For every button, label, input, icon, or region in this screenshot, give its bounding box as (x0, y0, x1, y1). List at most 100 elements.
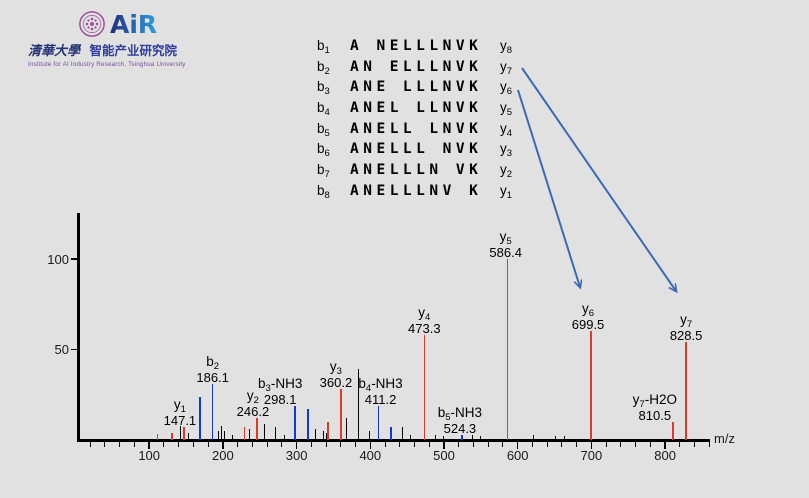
b-ion-label: b8 (317, 182, 330, 201)
peptide-sequence: ANELLLN VK (350, 162, 483, 179)
y-axis-tick-label: 100 (47, 251, 69, 267)
x-axis-tick (516, 442, 519, 449)
ion-name: b3-NH3 (258, 375, 303, 394)
spectrum-peak (327, 421, 330, 440)
x-axis-minor-tick (325, 442, 327, 447)
x-axis-title: m/z (714, 431, 735, 446)
spectrum-peak (506, 259, 509, 440)
x-axis-minor-tick (708, 442, 710, 447)
b-ion-label: b2 (317, 58, 330, 77)
spectrum-peak (264, 423, 266, 440)
air-logo: AiR 清華大學 智能产业研究院 Institute for AI Indust… (28, 9, 198, 68)
ion-name: y2 (246, 388, 259, 407)
ion-name: b2 (206, 353, 220, 372)
x-axis-tick-label: 100 (138, 448, 161, 463)
x-axis-minor-tick (104, 442, 106, 447)
fragment-row-b8: b8 ANELLLNV K y1 (317, 181, 512, 202)
ion-mz-value: 828.5 (669, 328, 703, 344)
y-ion-label: y3 (500, 141, 513, 160)
institute-name-en: Institute for AI Industry Research, Tsin… (28, 61, 186, 68)
spectrum-peak (183, 427, 185, 440)
y-axis-tick (71, 258, 77, 260)
peak-annotation: b2 186.1 (173, 353, 253, 385)
spectrum-peak (471, 434, 473, 440)
spectrum-peak (315, 429, 317, 440)
y-ion-label: y5 (500, 100, 513, 119)
spectrum-peak (211, 383, 214, 440)
x-axis-minor-tick (384, 442, 386, 447)
peak-annotation: b4-NH3 411.2 (341, 376, 421, 407)
x-axis-minor-tick (310, 442, 312, 447)
spectrum-peak (187, 432, 189, 440)
spectrum-peak (294, 405, 296, 440)
peak-annotation: b3-NH3 298.1 (240, 375, 320, 407)
x-axis-minor-tick (251, 442, 253, 447)
peak-annotation: y4 473.3 (384, 306, 464, 336)
peptide-sequence: AN ELLLNVK (350, 58, 483, 75)
ion-name: y6 (582, 301, 595, 320)
ion-name: y7-H2O (632, 391, 677, 410)
spectrum-peak (171, 432, 173, 440)
x-axis-minor-tick (237, 442, 239, 447)
spectrum-peak (274, 427, 276, 440)
x-axis-minor-tick (649, 442, 651, 447)
y-axis-tick (71, 348, 77, 351)
spectrum-peak (409, 434, 411, 440)
x-axis-minor-tick (487, 442, 489, 447)
x-axis-tick-label: 500 (433, 448, 455, 463)
spectrum-peak (248, 429, 250, 440)
peak-annotation: b5-NH3 524.3 (420, 405, 500, 436)
fragment-row-b5: b5 ANELL LNVK y4 (317, 119, 512, 140)
ion-name: y4 (418, 305, 431, 324)
x-axis-minor-tick (635, 442, 637, 447)
ion-mz-value: 411.2 (364, 391, 397, 407)
x-axis-tick-label: 300 (285, 448, 308, 463)
x-axis-minor-tick (281, 442, 283, 447)
ion-name: y5 (499, 229, 512, 248)
fragment-row-b2: b2 AN ELLLNVK y7 (317, 57, 512, 78)
y-ion-label: y2 (500, 162, 513, 181)
x-axis-minor-tick (679, 442, 681, 447)
peak-annotation: y3 360.2 (296, 360, 376, 390)
x-axis-minor-tick (414, 442, 416, 447)
x-axis-minor-tick (428, 442, 430, 447)
x-axis-minor-tick (472, 442, 474, 447)
x-axis-minor-tick (133, 442, 135, 447)
x-axis-tick (664, 442, 666, 449)
spectrum-peak (461, 434, 463, 440)
spectrum-peak (179, 425, 181, 440)
x-axis-minor-tick (458, 442, 460, 447)
x-axis-tick (443, 442, 445, 449)
spectrum-peak (156, 433, 159, 440)
x-axis-tick-label: 200 (212, 448, 234, 463)
y-axis-tick-label: 50 (54, 342, 69, 357)
spectrum-peak (402, 427, 404, 440)
x-axis-minor-tick (119, 442, 121, 447)
logo-top-row: AiR (78, 9, 198, 39)
ion-mz-value: 360.2 (319, 375, 353, 391)
spectrum-peak (223, 430, 225, 440)
ion-name: y7 (680, 312, 693, 331)
spectrum-peak (243, 427, 246, 440)
air-wordmark: AiR (110, 10, 157, 39)
x-axis-minor-tick (576, 442, 578, 447)
x-axis-tick (590, 442, 593, 449)
peptide-sequence: ANELLL NVK (350, 141, 483, 158)
x-axis-minor-tick (163, 442, 165, 447)
spectrum-peak (377, 405, 380, 440)
ion-mz-value: 699.5 (571, 317, 605, 333)
spectrum-peak (564, 436, 566, 440)
ion-mz-value: 524.3 (443, 420, 477, 436)
peak-annotation: y7 828.5 (646, 313, 726, 343)
spectrum-peak (217, 430, 219, 440)
x-axis-tick (295, 442, 298, 449)
x-axis-tick-label: 800 (654, 448, 676, 463)
ion-mz-value: 186.1 (196, 369, 229, 385)
tsinghua-emblem-icon (79, 11, 105, 37)
spectrum-peak (390, 427, 392, 440)
y-ion-label: y7 (500, 58, 513, 77)
ion-mz-value: 246.2 (236, 404, 270, 420)
spectrum-peak (554, 436, 556, 440)
